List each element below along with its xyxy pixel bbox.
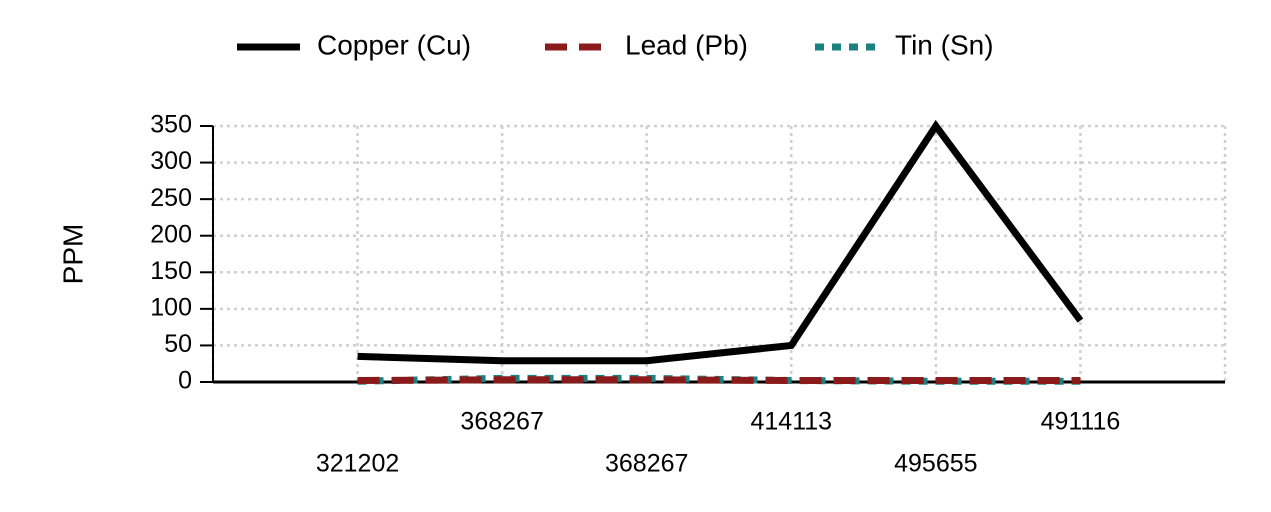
y-tick-label: 150 bbox=[150, 257, 192, 285]
x-tick-label: 368267 bbox=[605, 450, 688, 478]
y-axis-label: PPM bbox=[57, 224, 88, 285]
series-line bbox=[357, 119, 1084, 365]
legend-label: Copper (Cu) bbox=[317, 29, 471, 60]
y-tick-label: 100 bbox=[150, 293, 192, 321]
y-tick-label: 300 bbox=[150, 147, 192, 175]
legend-label: Lead (Pb) bbox=[625, 29, 748, 60]
x-tick-label: 495655 bbox=[894, 450, 977, 478]
x-tick-label: 414113 bbox=[750, 408, 832, 436]
y-tick-label: 200 bbox=[150, 220, 192, 248]
series-line bbox=[357, 376, 1081, 385]
y-tick-label: 250 bbox=[150, 184, 192, 212]
y-tick-label: 0 bbox=[178, 367, 192, 395]
x-tick-label: 491116 bbox=[1041, 408, 1121, 436]
y-tick-label: 350 bbox=[150, 111, 192, 139]
legend-label: Tin (Sn) bbox=[895, 29, 994, 60]
x-tick-label: 321202 bbox=[316, 450, 399, 478]
x-tick-label: 368267 bbox=[460, 408, 543, 436]
y-tick-label: 50 bbox=[164, 330, 192, 358]
